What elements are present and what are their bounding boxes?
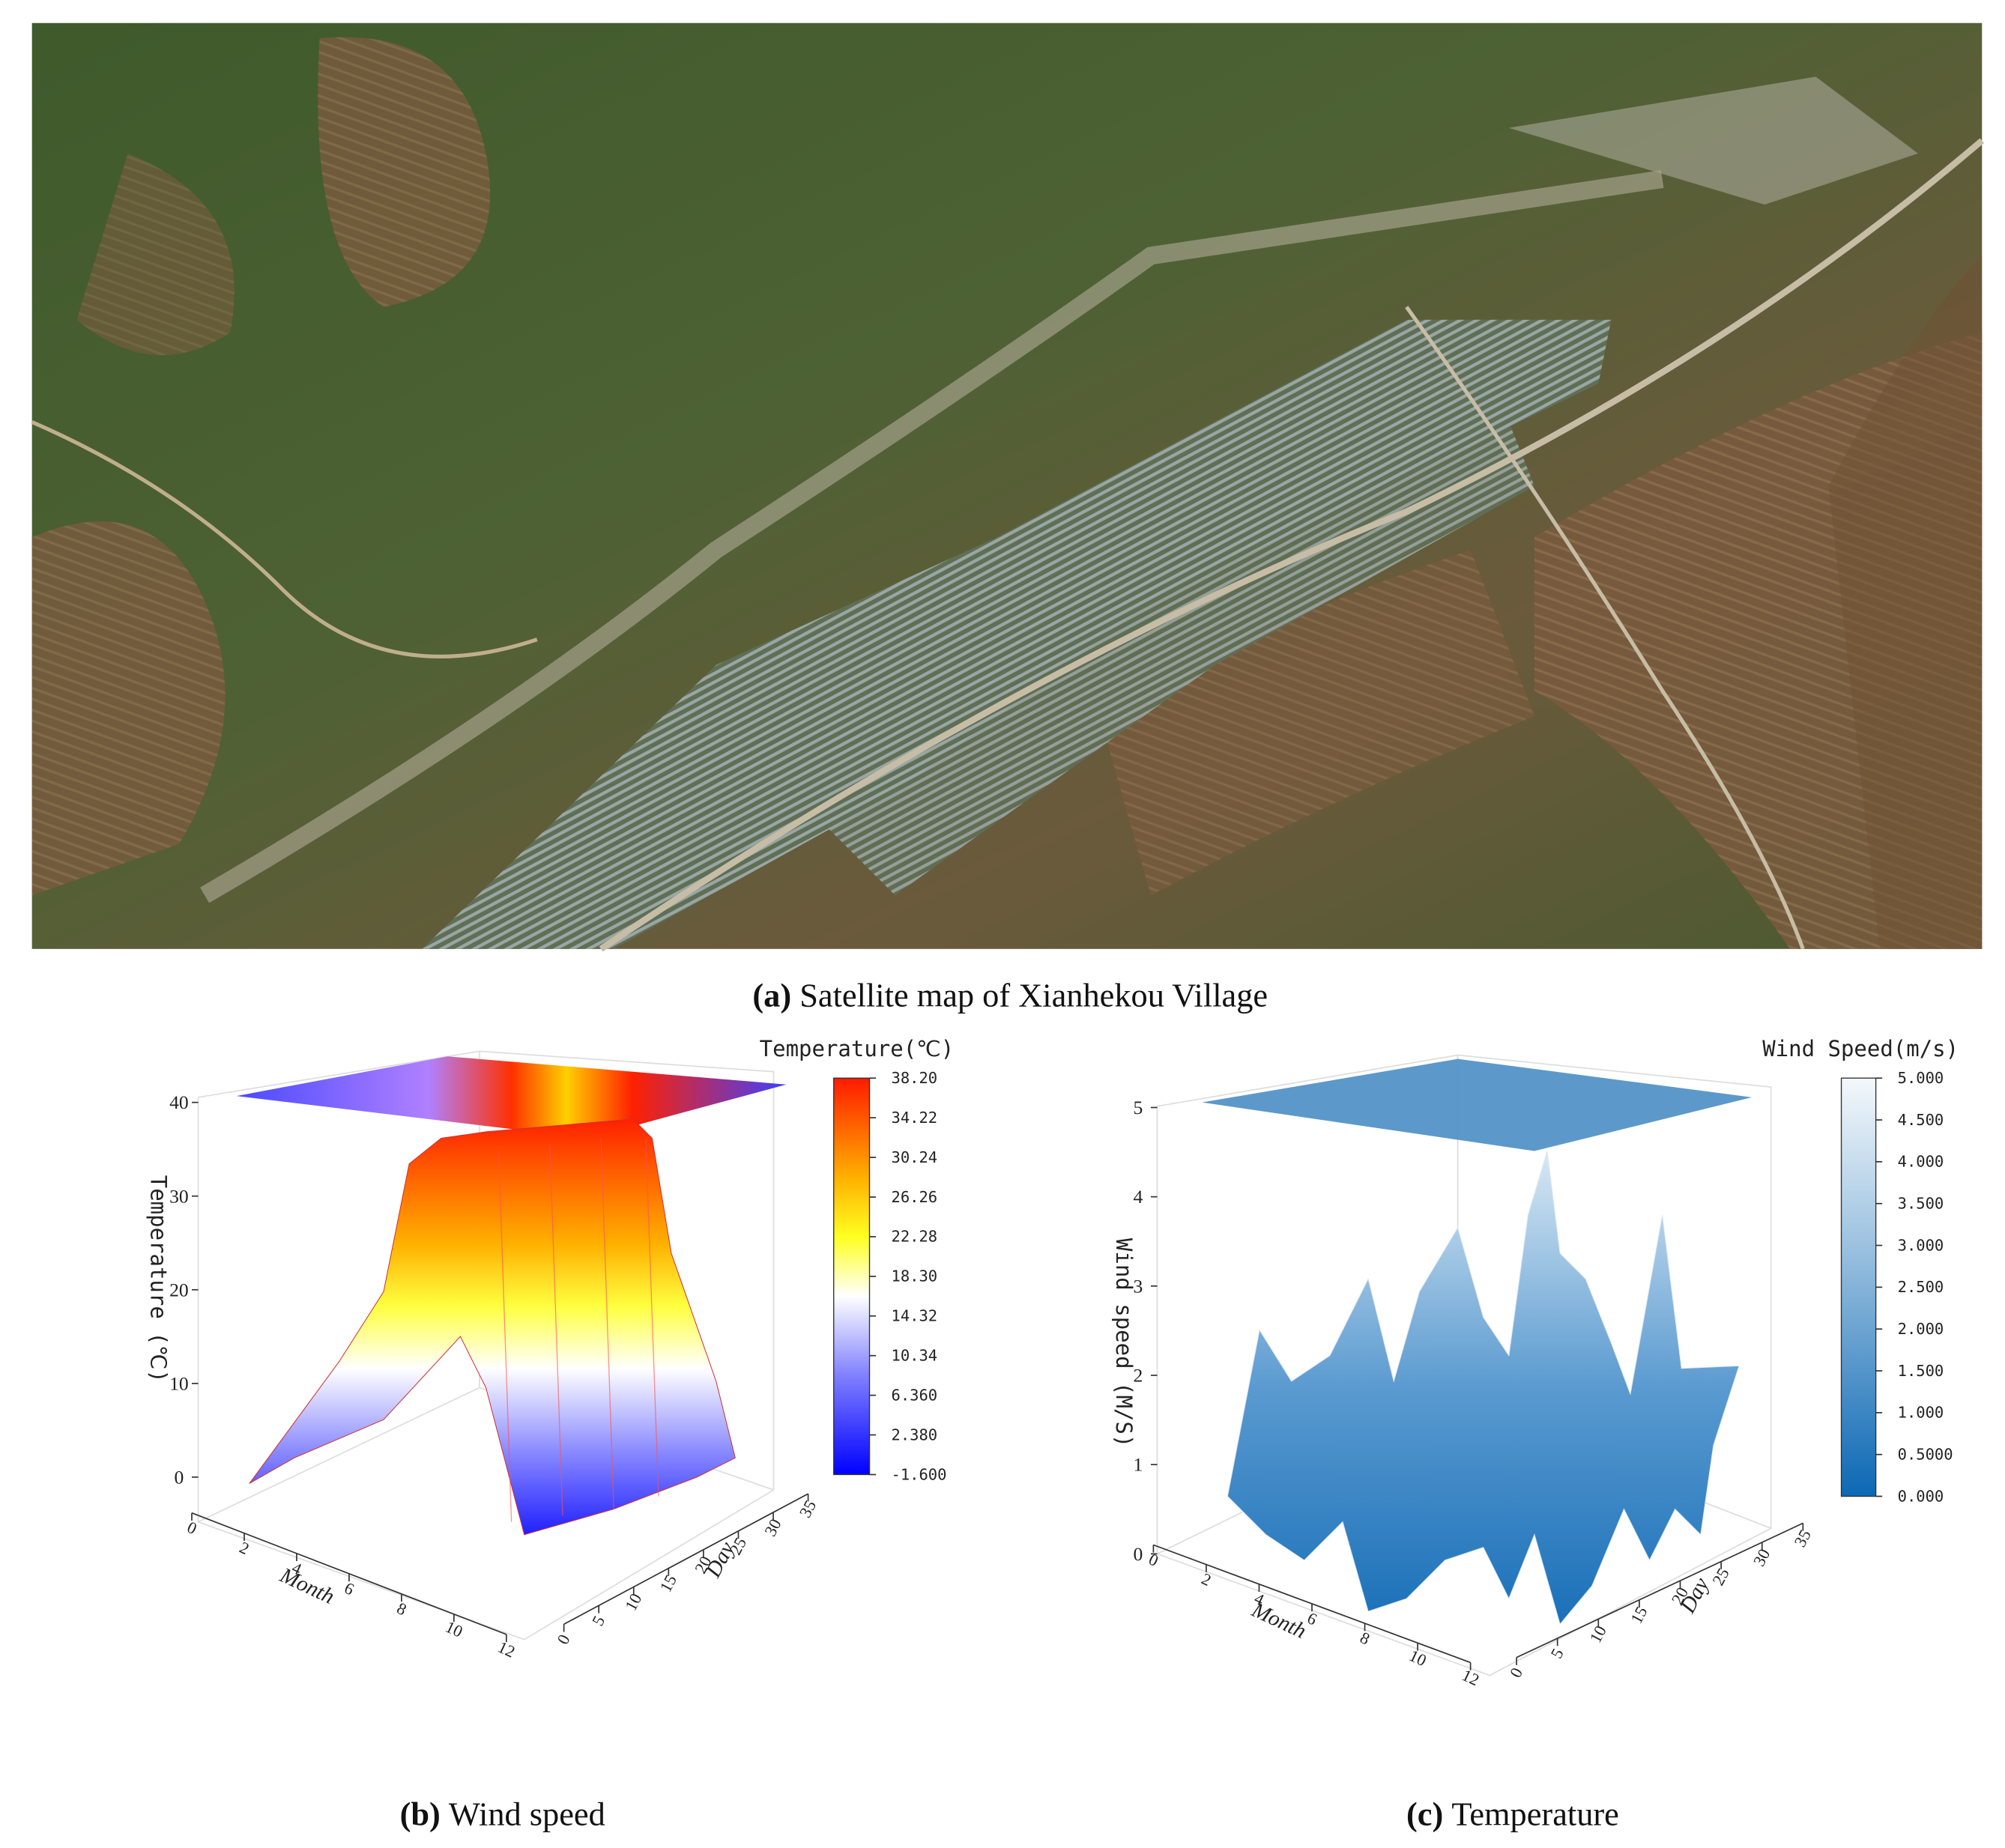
x-tick-label: 10 bbox=[443, 1617, 466, 1641]
x-tick-label: 0 bbox=[1146, 1550, 1161, 1570]
x-tick-label: 2 bbox=[1199, 1569, 1215, 1590]
x-axis-label: Month bbox=[1248, 1598, 1310, 1643]
caption-text: Temperature bbox=[1451, 1795, 1619, 1832]
y-tick-label: 10 bbox=[1585, 1623, 1609, 1646]
plot-b-surface bbox=[197, 1050, 787, 1641]
y-tick-label: 10 bbox=[621, 1590, 645, 1614]
colorbar-tick-label: 3.500 bbox=[1898, 1195, 1944, 1213]
x-tick-label: 8 bbox=[394, 1599, 410, 1619]
z-tick-label: 20 bbox=[169, 1279, 189, 1300]
colorbar-tick-label: 1.000 bbox=[1898, 1404, 1944, 1422]
y-tick-label: 30 bbox=[1750, 1545, 1773, 1569]
colorbar-tick-label: 0.000 bbox=[1898, 1487, 1944, 1505]
x-tick-label: 0 bbox=[184, 1518, 200, 1538]
z-axis-label: Temperature (℃) bbox=[145, 1175, 171, 1383]
satellite-map bbox=[31, 22, 1985, 952]
colorbar-tick-label: 2.500 bbox=[1898, 1278, 1944, 1296]
colorbar-tick-label: 5.000 bbox=[1898, 1069, 1944, 1087]
x-tick-label: 2 bbox=[237, 1538, 252, 1558]
caption-b: (b) Wind speed bbox=[400, 1795, 605, 1832]
caption-label: (c) bbox=[1406, 1795, 1443, 1832]
colorbar-tick-label: 18.30 bbox=[892, 1267, 938, 1285]
colorbar bbox=[833, 1077, 871, 1476]
z-tick-label: 1 bbox=[1134, 1454, 1143, 1476]
colorbar-tick-label: 0.5000 bbox=[1898, 1445, 1953, 1463]
colorbar-tick-label: 22.28 bbox=[892, 1228, 938, 1246]
x-tick-label: 12 bbox=[495, 1638, 518, 1661]
z-tick-label: 2 bbox=[1134, 1365, 1143, 1387]
colorbar-title: Wind Speed(m/s) bbox=[1762, 1036, 1959, 1061]
z-tick-label: 3 bbox=[1134, 1275, 1143, 1297]
colorbar-tick-label: 14.32 bbox=[892, 1307, 938, 1325]
caption-label: (b) bbox=[400, 1795, 441, 1832]
colorbar-tick-label: 34.22 bbox=[892, 1109, 938, 1127]
z-tick-label: 0 bbox=[1134, 1543, 1143, 1565]
z-axis-label: Wind speed (M/S) bbox=[1111, 1238, 1137, 1447]
y-tick-label: 35 bbox=[1791, 1527, 1815, 1550]
colorbar-tick-label: 2.000 bbox=[1898, 1320, 1944, 1338]
y-tick-label: 5 bbox=[1546, 1645, 1567, 1661]
colorbar-tick-label: 38.20 bbox=[892, 1069, 938, 1087]
caption-text: Wind speed bbox=[449, 1795, 605, 1832]
y-axis-line bbox=[563, 1493, 808, 1625]
caption-a: (a) Satellite map of Xianhekou Village bbox=[752, 977, 1268, 1014]
y-tick-label: 15 bbox=[656, 1572, 680, 1595]
z-tick-label: 30 bbox=[169, 1185, 189, 1207]
y-tick-label: 5 bbox=[588, 1613, 608, 1629]
colorbar-tick-label: 3.000 bbox=[1898, 1236, 1944, 1254]
y-tick-label: 30 bbox=[760, 1515, 784, 1539]
colorbar-tick-label: 30.24 bbox=[892, 1148, 938, 1166]
y-tick-label: 0 bbox=[1506, 1664, 1526, 1681]
colorbar-tick-label: 10.34 bbox=[892, 1347, 938, 1365]
x-tick-label: 12 bbox=[1460, 1665, 1483, 1689]
x-tick-label: 8 bbox=[1358, 1628, 1373, 1648]
z-tick-label: 0 bbox=[175, 1466, 184, 1488]
y-axis-line bbox=[1516, 1522, 1803, 1658]
colorbar-tick-label: 6.360 bbox=[892, 1386, 938, 1404]
y-tick-label: 0 bbox=[553, 1632, 573, 1648]
caption-label: (a) bbox=[752, 977, 791, 1014]
colorbar-tick-label: 2.380 bbox=[892, 1426, 938, 1443]
y-tick-label: 35 bbox=[796, 1497, 820, 1521]
colorbar-title: Temperature(℃) bbox=[760, 1036, 954, 1061]
colorbar bbox=[1840, 1077, 1877, 1497]
colorbar-tick-label: 4.000 bbox=[1898, 1153, 1944, 1171]
x-axis-label: Month bbox=[276, 1563, 338, 1608]
x-tick-label: 10 bbox=[1406, 1646, 1430, 1670]
x-tick-label: 6 bbox=[342, 1578, 357, 1599]
plot-c-surface bbox=[1156, 1054, 1772, 1676]
z-tick-label: 5 bbox=[1134, 1097, 1143, 1118]
y-tick-label: 15 bbox=[1627, 1603, 1651, 1626]
z-tick-label: 10 bbox=[169, 1372, 189, 1394]
caption-c: (c) Temperature bbox=[1406, 1795, 1619, 1832]
colorbar-tick-label: 4.500 bbox=[1898, 1111, 1944, 1129]
caption-text: Satellite map of Xianhekou Village bbox=[799, 977, 1268, 1014]
z-tick-label: 40 bbox=[169, 1091, 189, 1113]
colorbar-tick-label: -1.600 bbox=[892, 1465, 947, 1483]
z-tick-label: 4 bbox=[1134, 1186, 1143, 1208]
colorbar-tick-label: 26.26 bbox=[892, 1188, 938, 1206]
colorbar-tick-label: 1.500 bbox=[1898, 1362, 1944, 1380]
